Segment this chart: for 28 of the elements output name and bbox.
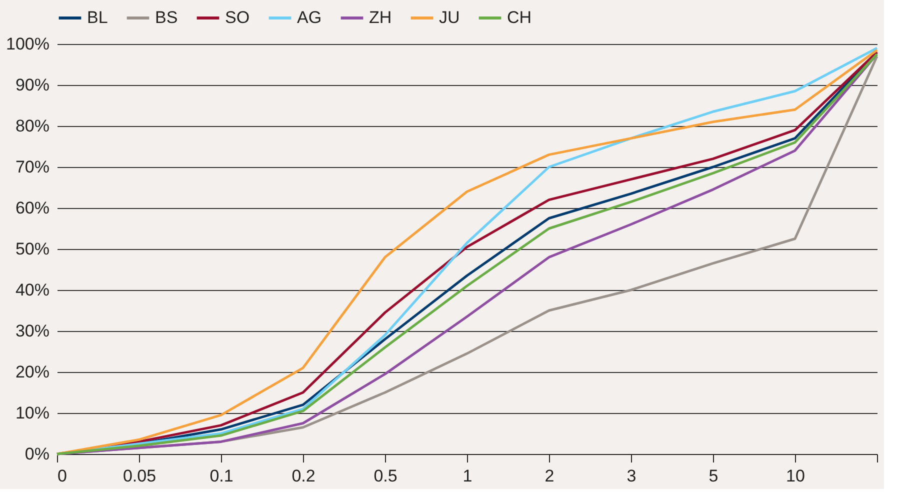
- legend-label: SO: [225, 8, 250, 27]
- x-tick-label: 2: [544, 466, 554, 486]
- x-tick-label: 0: [58, 466, 67, 486]
- y-tick-label: 40%: [15, 280, 50, 300]
- x-tick-label: 0.2: [292, 466, 316, 486]
- legend-label: AG: [297, 8, 322, 27]
- y-tick-label: 10%: [15, 404, 50, 422]
- x-tick-label: 1: [462, 466, 472, 486]
- y-tick-label: 100%: [6, 34, 50, 54]
- legend-label: JU: [439, 8, 460, 27]
- y-tick-label: 90%: [15, 76, 50, 94]
- legend-label: BL: [87, 8, 108, 27]
- y-tick-label: 0%: [24, 444, 50, 464]
- x-tick-label: 10: [786, 466, 805, 486]
- legend-label: CH: [507, 8, 532, 27]
- y-tick-label: 50%: [15, 240, 50, 258]
- legend-label: BS: [155, 8, 178, 27]
- x-tick-label: 0.1: [210, 466, 234, 486]
- y-tick-label: 70%: [15, 158, 50, 176]
- x-tick-label: 5: [708, 466, 718, 486]
- y-tick-label: 80%: [15, 116, 50, 136]
- x-tick-label: 3: [626, 466, 636, 486]
- x-tick-label: 0.5: [374, 466, 398, 486]
- y-tick-label: 20%: [15, 362, 50, 382]
- x-tick-label: 0.05: [122, 466, 156, 486]
- y-tick-label: 30%: [15, 322, 50, 340]
- y-tick-label: 60%: [15, 198, 50, 218]
- legend-label: ZH: [369, 8, 392, 27]
